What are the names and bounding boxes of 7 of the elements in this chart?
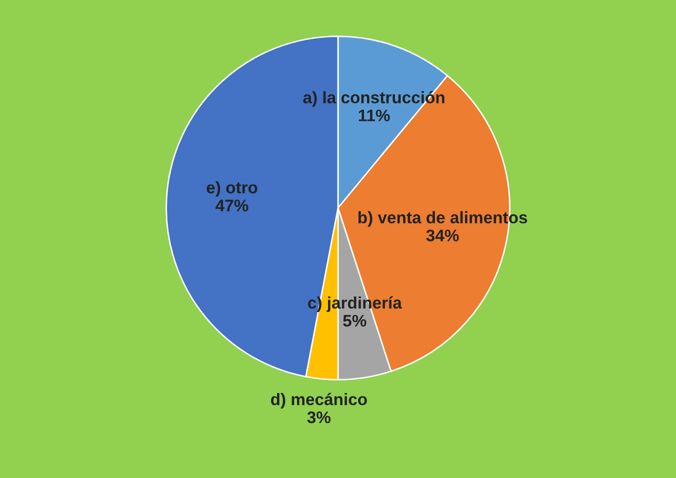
slice-label: d) mecánico bbox=[271, 392, 367, 409]
data-label: 11% bbox=[358, 110, 390, 122]
data-label: 34% bbox=[426, 230, 459, 242]
slice-label: e) otro bbox=[206, 181, 258, 197]
data-label: 5% bbox=[343, 314, 366, 327]
data-label: 47% bbox=[216, 200, 248, 212]
data-label: 3% bbox=[307, 411, 331, 424]
